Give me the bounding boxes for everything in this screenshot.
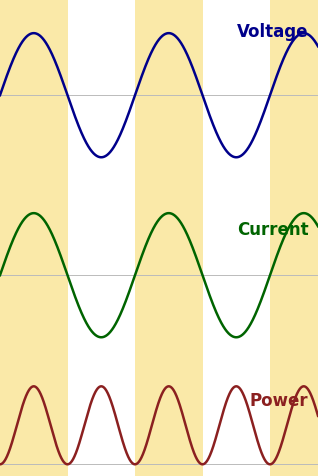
Bar xyxy=(0,0,67,179)
Bar xyxy=(135,359,203,476)
Bar xyxy=(270,179,318,359)
Bar xyxy=(0,179,67,359)
Bar xyxy=(135,179,203,359)
Bar xyxy=(135,0,203,179)
Bar xyxy=(270,0,318,179)
Text: Power: Power xyxy=(250,391,308,409)
Bar xyxy=(270,359,318,476)
Bar xyxy=(0,359,67,476)
Text: Voltage: Voltage xyxy=(237,23,308,41)
Text: Current: Current xyxy=(237,221,308,239)
